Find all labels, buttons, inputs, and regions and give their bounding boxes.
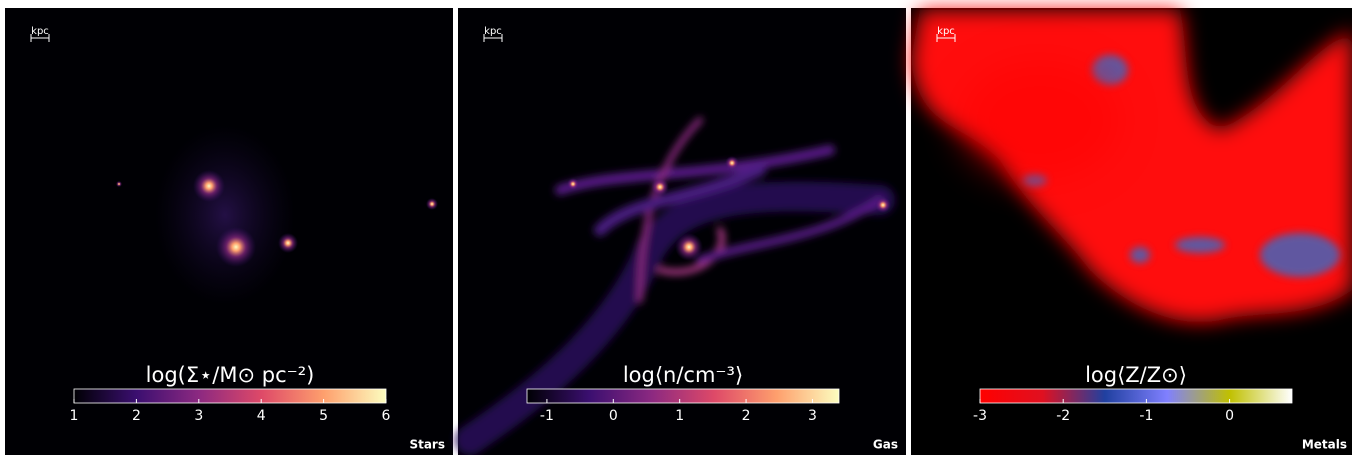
panel-label: Stars <box>409 438 445 452</box>
tick-label: 2 <box>742 408 751 424</box>
colorbar-title: log(Σ⋆/M⊙ pc⁻²) <box>146 363 315 387</box>
colorbar-title: log⟨Z/Z⊙⟩ <box>1085 363 1187 387</box>
tick-label: 4 <box>257 408 266 424</box>
colorbar <box>979 388 1293 404</box>
tick-label: -2 <box>1056 408 1070 424</box>
scale-label: kpc <box>937 26 955 37</box>
tick-label: -1 <box>1139 408 1153 424</box>
tick-label: 2 <box>132 408 141 424</box>
scale-label: kpc <box>31 26 49 37</box>
colorbar <box>73 388 387 404</box>
scale-label: kpc <box>484 26 502 37</box>
tick-label: 0 <box>1225 408 1234 424</box>
tick-label: 1 <box>675 408 684 424</box>
tick-label: 3 <box>194 408 203 424</box>
tick-label: 5 <box>319 408 328 424</box>
tick-label: 0 <box>609 408 618 424</box>
panel-images <box>5 8 1352 455</box>
colorbar <box>526 388 840 404</box>
panel-label: Metals <box>1302 438 1347 452</box>
tick-label: 6 <box>382 408 391 424</box>
tick-label: 1 <box>70 408 79 424</box>
colorbar-title: log⟨n/cm⁻³⟩ <box>623 363 743 387</box>
tick-label: -3 <box>973 408 987 424</box>
panel-label: Gas <box>873 438 898 452</box>
tick-label: -1 <box>540 408 554 424</box>
tick-label: 3 <box>808 408 817 424</box>
